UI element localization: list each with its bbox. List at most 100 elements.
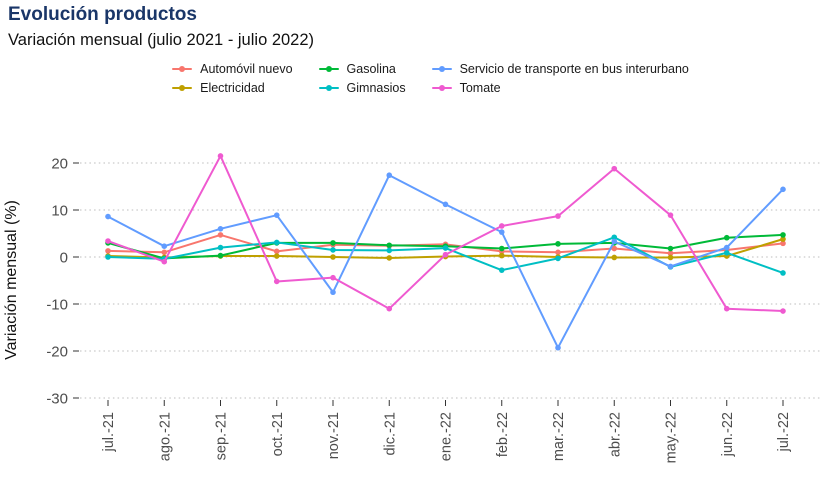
x-tick-label: ago.-21 bbox=[157, 412, 173, 461]
legend-label: Gimnasios bbox=[346, 81, 406, 95]
y-tick-label: -10 bbox=[46, 297, 68, 314]
series-point bbox=[386, 242, 393, 249]
legend-item: Gimnasios bbox=[318, 81, 406, 95]
series-point bbox=[723, 244, 730, 251]
y-tick-label: 10 bbox=[51, 203, 68, 220]
series-point bbox=[611, 165, 618, 172]
series-point bbox=[780, 236, 786, 242]
y-tick-label: 20 bbox=[51, 156, 68, 173]
series-point bbox=[498, 245, 505, 252]
series-point bbox=[611, 245, 618, 252]
series-point bbox=[386, 172, 393, 179]
x-tick-label: oct.-21 bbox=[270, 412, 286, 456]
legend-item: Servicio de transporte en bus interurban… bbox=[431, 62, 689, 76]
series-point bbox=[555, 213, 561, 219]
x-tick-label: mar.-22 bbox=[551, 412, 567, 461]
series-point bbox=[667, 212, 674, 218]
series-point bbox=[498, 223, 505, 229]
series-point bbox=[667, 263, 674, 270]
line-chart-svg: 20 10 0 -10 -20 -30 jul.-21 ago.-21 sep.-21 oct.-… bbox=[3, 153, 822, 463]
series-point bbox=[105, 213, 111, 220]
series-point bbox=[498, 267, 505, 273]
series-point bbox=[667, 254, 674, 261]
series-point bbox=[555, 241, 561, 247]
legend-key-icon bbox=[172, 83, 193, 93]
x-tick-label: may.-22 bbox=[664, 412, 680, 463]
x-tick-label: feb.-22 bbox=[495, 412, 511, 457]
legend-item: Electricidad bbox=[172, 81, 292, 95]
series-point bbox=[161, 258, 168, 265]
series-point bbox=[217, 153, 224, 159]
chart-legend: Automóvil nuevo Electricidad Gasolina Gimna… bbox=[0, 62, 827, 95]
y-tick-label: -30 bbox=[46, 391, 68, 408]
series-point bbox=[386, 255, 393, 261]
x-tick-label: jul.-22 bbox=[776, 412, 792, 453]
legend-key-icon bbox=[431, 83, 452, 93]
legend-label: Servicio de transporte en bus interurban… bbox=[459, 62, 689, 76]
series-point bbox=[273, 278, 280, 285]
series-point bbox=[780, 232, 786, 238]
x-tick-label: nov.-21 bbox=[326, 412, 342, 459]
series-point bbox=[217, 244, 224, 251]
legend-label: Gasolina bbox=[346, 62, 396, 76]
series-point bbox=[723, 234, 730, 241]
series-point bbox=[555, 255, 561, 262]
series-point bbox=[330, 289, 336, 296]
series-point bbox=[667, 250, 674, 257]
legend-item: Gasolina bbox=[318, 62, 406, 76]
series-point bbox=[330, 247, 336, 253]
series-point bbox=[330, 274, 336, 281]
x-tick-label: sep.-21 bbox=[214, 412, 230, 460]
series-point bbox=[498, 252, 505, 259]
series-point bbox=[442, 201, 449, 208]
series-point bbox=[611, 234, 618, 241]
series-point bbox=[105, 238, 111, 244]
legend-item: Automóvil nuevo bbox=[172, 62, 293, 76]
series-point bbox=[780, 186, 786, 193]
series-point bbox=[555, 249, 561, 256]
series-point bbox=[442, 251, 449, 258]
legend-key-icon bbox=[318, 64, 339, 74]
series-point bbox=[386, 247, 393, 254]
series-point bbox=[217, 226, 224, 232]
series-point bbox=[330, 240, 336, 246]
legend-key-icon bbox=[172, 64, 193, 74]
series-point bbox=[780, 308, 786, 314]
legend-label: Automóvil nuevo bbox=[200, 62, 293, 76]
series-point bbox=[555, 344, 561, 351]
series-point bbox=[161, 249, 168, 256]
series-point bbox=[780, 240, 786, 247]
chart-title: Evolución productos bbox=[8, 4, 197, 25]
series-line bbox=[107, 154, 784, 313]
series-point bbox=[723, 249, 730, 256]
y-tick-label: 0 bbox=[60, 250, 68, 267]
x-tick-label: dic.-21 bbox=[382, 412, 398, 456]
legend-key-icon bbox=[318, 83, 339, 93]
series-point bbox=[386, 305, 393, 312]
series-point bbox=[611, 254, 618, 261]
legend-label: Tomate bbox=[459, 81, 501, 95]
legend-item: Tomate bbox=[431, 81, 689, 95]
series-point bbox=[273, 248, 280, 255]
x-tick-label: abr.-22 bbox=[607, 412, 623, 457]
x-tick-label: jun.-22 bbox=[720, 412, 736, 457]
x-tick-label: jul.-21 bbox=[101, 412, 117, 453]
series-point bbox=[330, 254, 336, 260]
series-point bbox=[611, 238, 618, 245]
series-point bbox=[105, 254, 111, 260]
series-point bbox=[273, 239, 280, 246]
series-point bbox=[780, 270, 786, 276]
series-point bbox=[161, 243, 168, 249]
series-point bbox=[273, 212, 280, 218]
legend-label: Electricidad bbox=[200, 81, 265, 95]
x-tick-label: ene.-22 bbox=[439, 412, 455, 461]
series-point bbox=[217, 252, 224, 259]
series-point bbox=[723, 305, 730, 312]
series-point bbox=[442, 245, 449, 251]
legend-key-icon bbox=[431, 64, 452, 74]
series-line bbox=[107, 174, 784, 349]
series-point bbox=[105, 248, 111, 254]
chart-subtitle: Variación mensual (julio 2021 - julio 20… bbox=[8, 31, 315, 49]
y-tick-label: -20 bbox=[46, 344, 68, 361]
